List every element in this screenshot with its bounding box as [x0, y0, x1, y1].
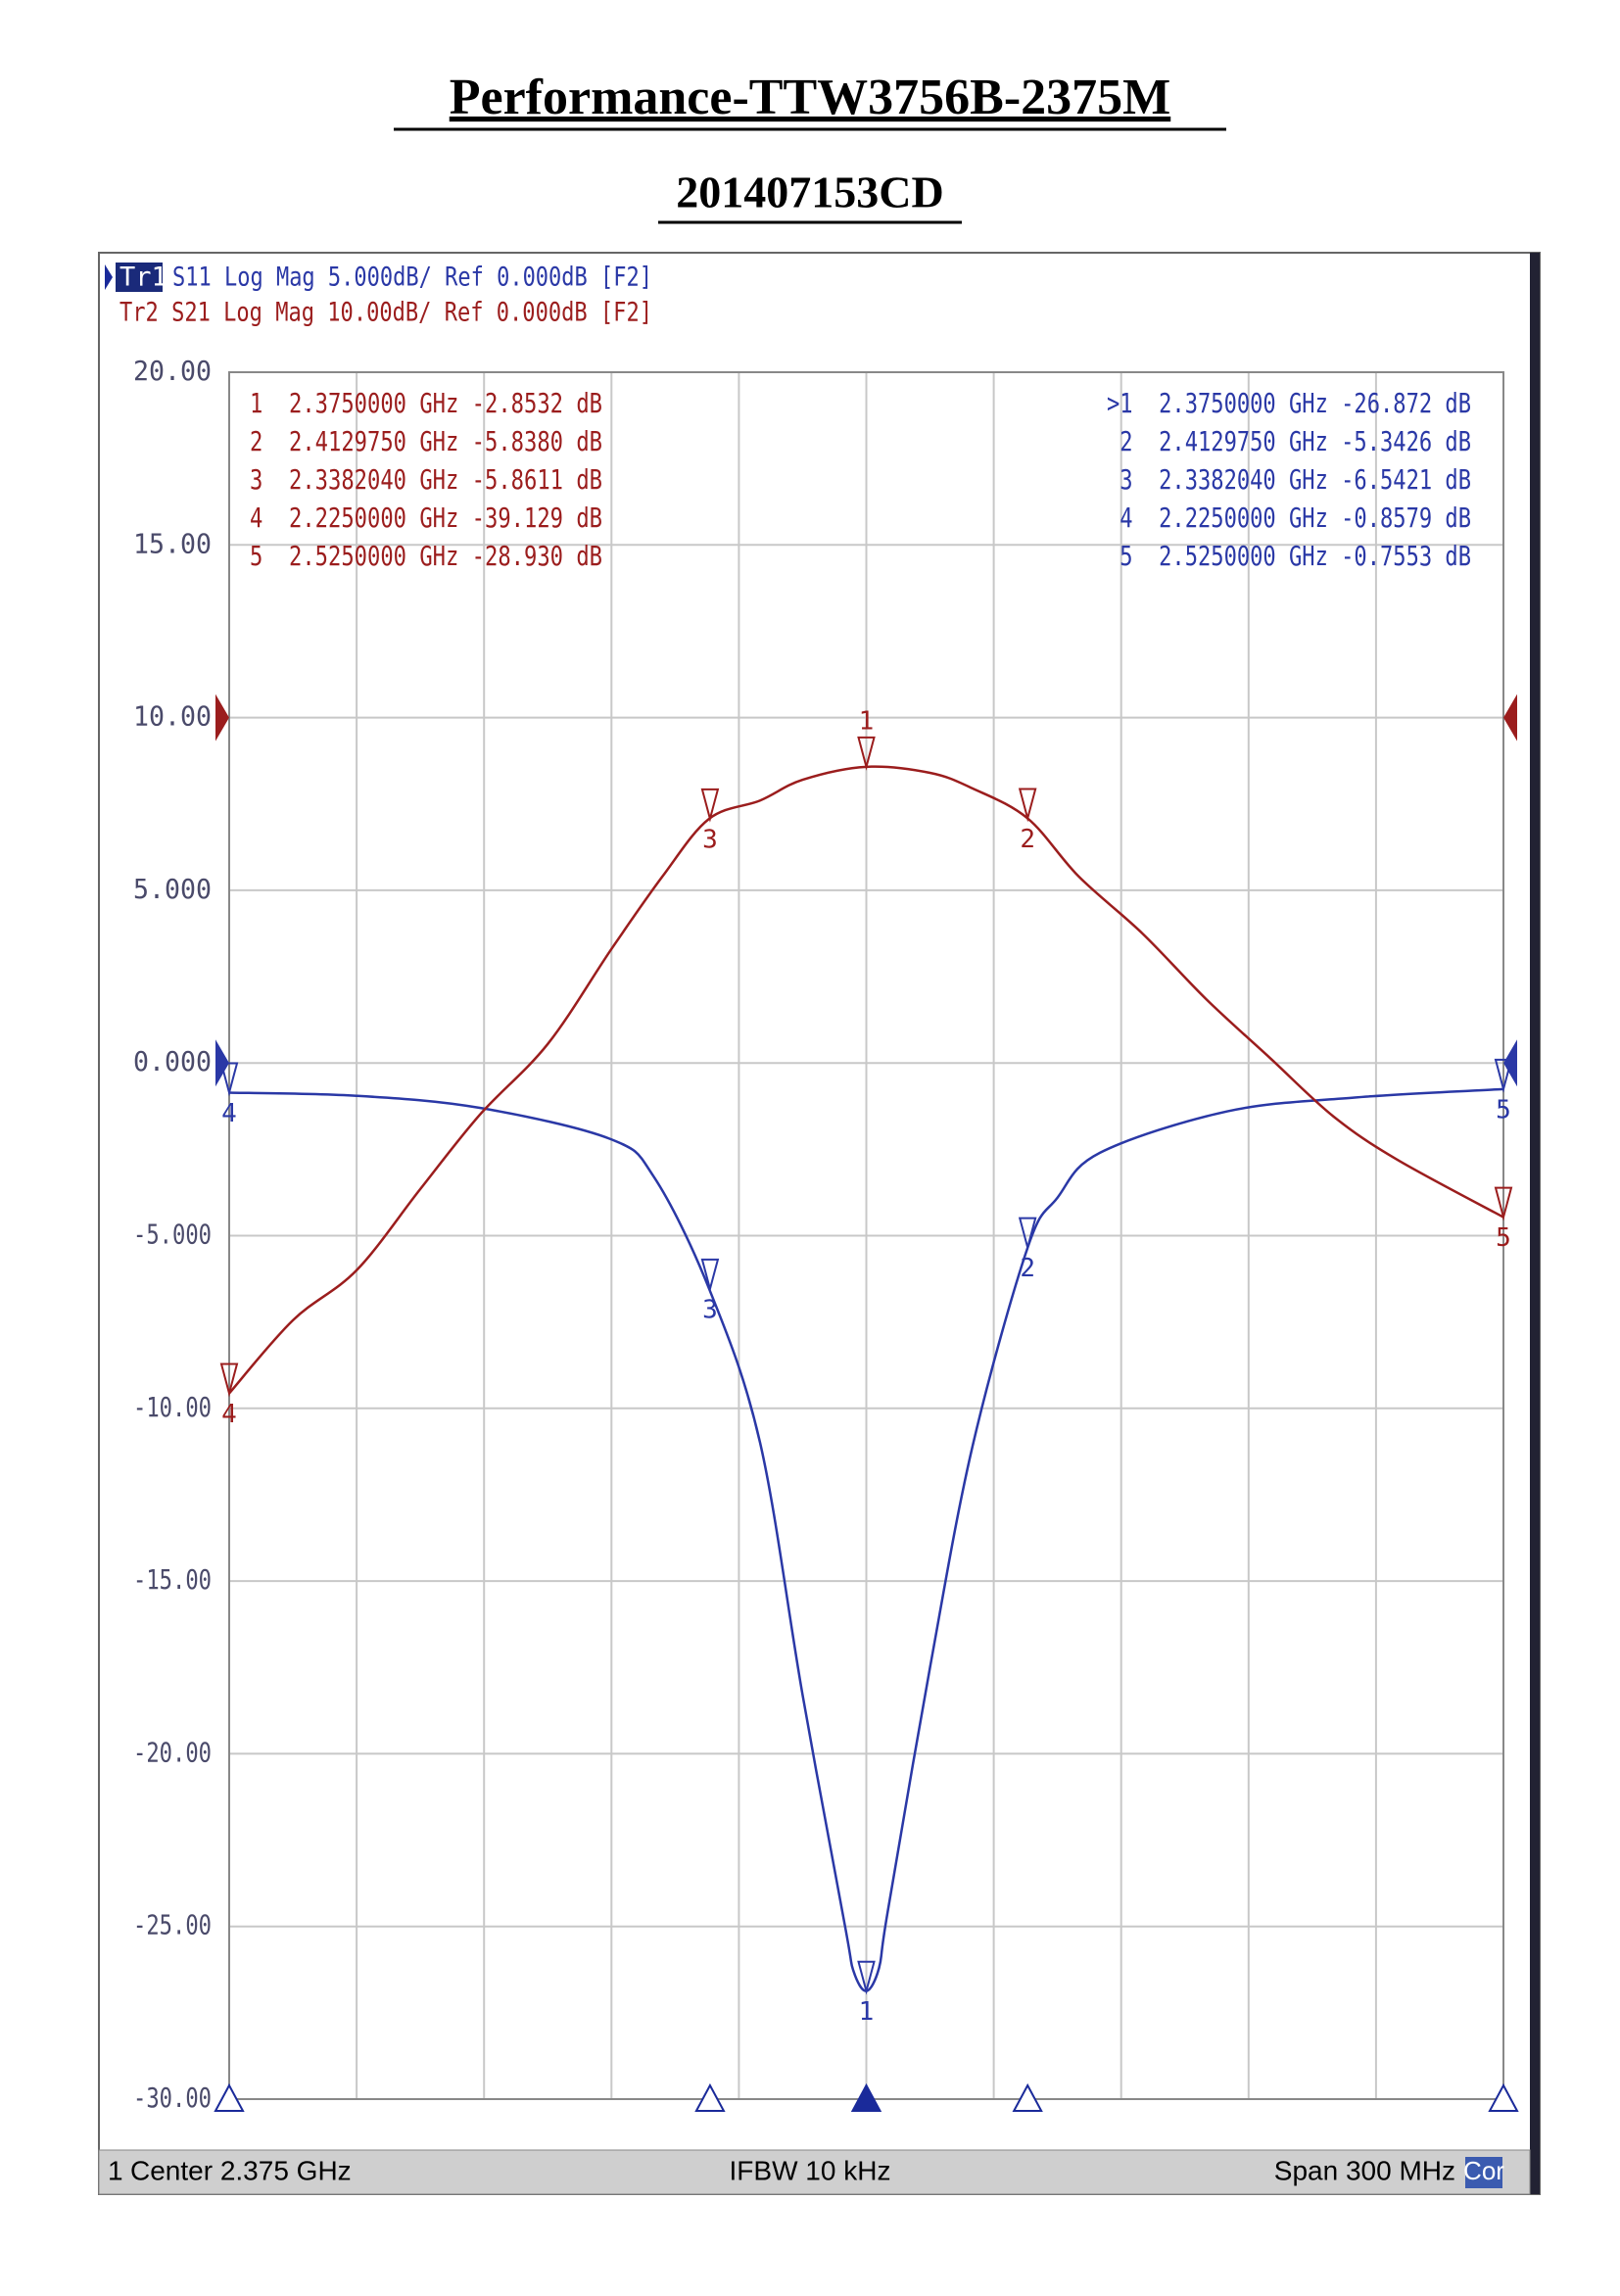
- marker-triangle: [857, 736, 876, 771]
- marker-label: 2: [1020, 1254, 1035, 1283]
- ifbw: IFBW 10 kHz: [730, 2155, 891, 2185]
- stimulus-marker: [1488, 2082, 1519, 2112]
- marker-label: 4: [221, 1400, 237, 1429]
- y-tick-label: -5.000: [133, 1219, 212, 1251]
- y-tick-label: 5.000: [133, 873, 212, 905]
- marker-triangle: [219, 1363, 239, 1398]
- marker-label: 5: [1496, 1095, 1511, 1124]
- y-tick-label: -10.00: [133, 1391, 212, 1423]
- chart-subtitle: 201407153CD: [676, 167, 943, 217]
- stimulus-marker: [1012, 2082, 1043, 2112]
- span: Span 300 MHz: [1274, 2155, 1455, 2185]
- marker-label: 4: [221, 1099, 237, 1128]
- marker-label: 1: [859, 706, 875, 736]
- marker-readout: 2 2.4129750 GHz -5.3426 dB: [1107, 425, 1471, 457]
- marker-triangle: [1494, 1186, 1513, 1221]
- active-trace-box: [116, 263, 163, 292]
- center-frequency: Center 2.375 GHz: [130, 2155, 352, 2185]
- status-bar: [98, 2149, 1531, 2195]
- marker-label: 3: [702, 1295, 718, 1324]
- screen-edge: [1530, 253, 1540, 2194]
- y-tick-label: 10.00: [133, 700, 212, 733]
- y-tick-label: 0.000: [133, 1045, 212, 1077]
- trace-1-setup: S11 Log Mag 5.000dB/ Ref 0.000dB [F2]: [172, 263, 652, 293]
- marker-readout: 2 2.4129750 GHz -5.8380 dB: [250, 425, 602, 457]
- y-tick-label: 15.00: [133, 527, 212, 559]
- y-tick-label: -25.00: [133, 1909, 212, 1941]
- marker-triangle: [1018, 1217, 1037, 1252]
- marker-triangle: [857, 1960, 876, 1995]
- marker-triangle: [1018, 788, 1037, 823]
- marker-label: 2: [1020, 825, 1035, 854]
- marker-readout: >1 2.3750000 GHz -26.872 dB: [1107, 387, 1471, 419]
- stimulus-marker: [694, 2082, 726, 2112]
- marker-label: 1: [859, 1997, 875, 2027]
- chart-title: Performance-TTW3756B-2375M: [450, 70, 1170, 125]
- channel-number: 1: [108, 2155, 123, 2185]
- correction: Cor: [1463, 2156, 1504, 2185]
- marker-readout: 5 2.5250000 GHz -28.930 dB: [250, 540, 602, 572]
- marker-triangle: [219, 1062, 239, 1097]
- ref-arrow-left: [215, 694, 229, 741]
- marker-readout: 1 2.3750000 GHz -2.8532 dB: [250, 387, 602, 419]
- cor-box: [1465, 2157, 1502, 2188]
- marker-readout: 4 2.2250000 GHz -39.129 dB: [250, 502, 602, 534]
- trace-1-id: Tr1: [119, 263, 167, 293]
- marker-readout: 3 2.3382040 GHz -6.5421 dB: [1107, 463, 1471, 496]
- trace-line: [228, 765, 1504, 1395]
- marker-readout: 4 2.2250000 GHz -0.8579 dB: [1107, 502, 1471, 534]
- active-trace-arrow: [105, 264, 113, 290]
- marker-readout: 5 2.5250000 GHz -0.7553 dB: [1107, 540, 1471, 572]
- y-tick-label: -30.00: [133, 2081, 212, 2114]
- marker-triangle: [700, 1258, 720, 1293]
- screen-frame: [98, 252, 1541, 2195]
- y-tick-label: 20.00: [133, 355, 212, 387]
- marker-label: 5: [1496, 1223, 1511, 1253]
- marker-readout: 3 2.3382040 GHz -5.8611 dB: [250, 463, 602, 496]
- y-tick-label: -15.00: [133, 1563, 212, 1596]
- ref-arrow-right: [1503, 694, 1517, 741]
- marker-label: 3: [702, 825, 718, 854]
- marker-triangle: [700, 788, 720, 823]
- marker-triangle: [1494, 1058, 1513, 1093]
- stimulus-marker: [214, 2082, 245, 2112]
- stimulus-marker: [850, 2082, 882, 2112]
- y-tick-label: -20.00: [133, 1736, 212, 1768]
- trace-2-setup: Tr2 S21 Log Mag 10.00dB/ Ref 0.000dB [F2…: [119, 298, 652, 328]
